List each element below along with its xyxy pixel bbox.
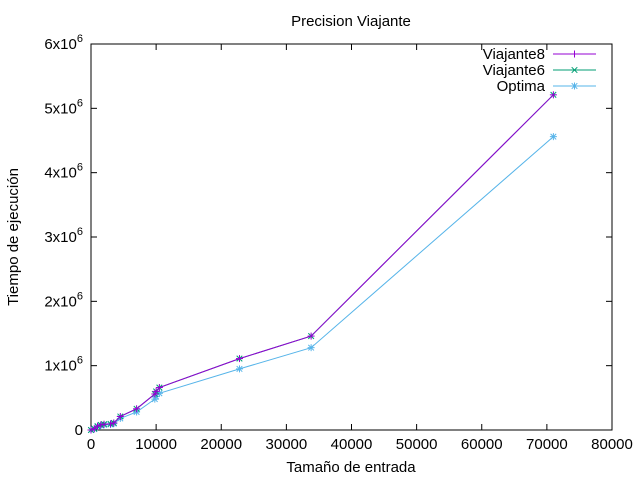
data-point bbox=[235, 355, 243, 363]
series-line bbox=[90, 94, 554, 431]
data-point bbox=[110, 419, 118, 427]
legend-marker bbox=[571, 82, 578, 90]
data-point bbox=[235, 365, 243, 373]
chart-title: Precision Viajante bbox=[291, 13, 411, 30]
data-point bbox=[549, 91, 557, 99]
plot-frame bbox=[90, 43, 613, 431]
y-tick-label: 2x106 bbox=[44, 290, 83, 310]
legend-label: Optima bbox=[497, 78, 546, 95]
y-tick-label: 6x106 bbox=[44, 33, 83, 53]
data-point bbox=[155, 384, 163, 392]
series-layer bbox=[87, 91, 557, 434]
legend-label: Viajante6 bbox=[483, 62, 545, 79]
data-point bbox=[133, 405, 141, 413]
y-tick-label: 1x106 bbox=[44, 355, 83, 375]
data-point bbox=[549, 133, 557, 141]
series-viajante8 bbox=[87, 91, 557, 434]
x-tick-label: 40000 bbox=[331, 436, 373, 453]
y-tick-label: 0 bbox=[75, 422, 83, 439]
data-point bbox=[152, 387, 160, 395]
series-line bbox=[90, 94, 554, 431]
x-tick-label: 10000 bbox=[135, 436, 177, 453]
data-point bbox=[87, 426, 95, 434]
legend-marker bbox=[571, 66, 578, 74]
data-point bbox=[97, 421, 105, 429]
y-tick-label: 4x106 bbox=[44, 162, 83, 182]
x-tick-label: 50000 bbox=[396, 436, 438, 453]
y-axis-title: Tiempo de ejecución bbox=[5, 168, 22, 306]
data-point bbox=[307, 332, 315, 340]
data-point bbox=[94, 422, 102, 430]
data-point bbox=[100, 420, 108, 428]
x-tick-label: 0 bbox=[87, 436, 95, 453]
y-tick-label: 3x106 bbox=[44, 226, 83, 246]
axes: 0 10000 20000 30000 40000 50000 60000 70000 8000… bbox=[44, 33, 633, 453]
legend-marker bbox=[571, 50, 578, 58]
x-axis-title: Tamaño de entrada bbox=[286, 459, 416, 476]
data-point bbox=[107, 420, 115, 428]
x-tick-label: 30000 bbox=[266, 436, 308, 453]
x-tick-label: 60000 bbox=[461, 436, 503, 453]
series-viajante6 bbox=[87, 91, 557, 434]
y-tick-label: 5x106 bbox=[44, 97, 83, 117]
x-tick-label: 70000 bbox=[526, 436, 568, 453]
data-point bbox=[116, 412, 124, 420]
x-tick-label: 20000 bbox=[200, 436, 242, 453]
legend-label: Viajante8 bbox=[483, 46, 545, 63]
x-tick-label: 80000 bbox=[591, 436, 633, 453]
data-point bbox=[307, 344, 315, 352]
